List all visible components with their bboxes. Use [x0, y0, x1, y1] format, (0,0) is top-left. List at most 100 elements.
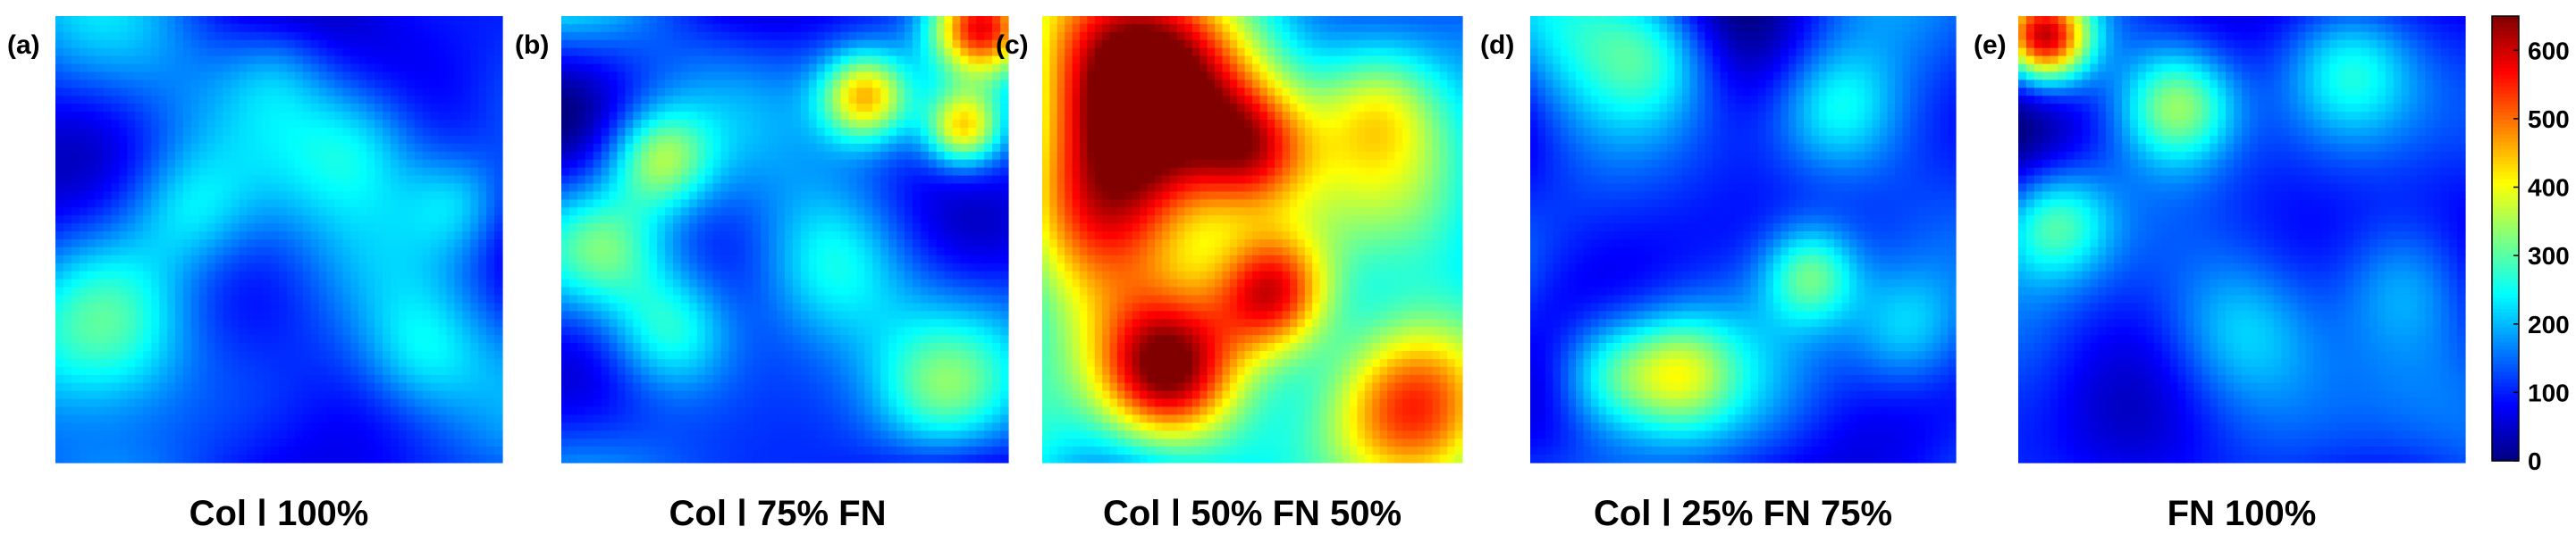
heatmap-cell: [334, 223, 344, 232]
heatmap-cell: [286, 447, 296, 455]
heatmap-cell: [848, 239, 857, 248]
heatmap-cell: [430, 271, 440, 280]
heatmap-cell: [247, 439, 256, 447]
heatmap-cell: [111, 447, 121, 455]
heatmap-cell: [231, 414, 240, 423]
heatmap-cell: [625, 271, 634, 280]
heatmap-cell: [446, 246, 456, 256]
heatmap-cell: [792, 151, 802, 161]
heatmap-cell: [561, 31, 570, 41]
heatmap-cell: [302, 143, 312, 153]
heatmap-cell: [55, 39, 64, 49]
heatmap-cell: [182, 207, 192, 216]
heatmap-cell: [223, 422, 232, 431]
heatmap-cell: [231, 430, 240, 439]
heatmap-cell: [944, 143, 954, 153]
heatmap-cell: [712, 135, 722, 145]
heatmap-cell: [174, 358, 184, 368]
heatmap-cell: [95, 39, 105, 49]
heatmap-cell: [87, 135, 97, 145]
heatmap-cell: [856, 71, 865, 81]
heatmap-cell: [848, 55, 857, 65]
heatmap-cell: [231, 390, 240, 400]
heatmap-cell: [95, 343, 105, 352]
heatmap-cell: [334, 398, 344, 408]
heatmap-cell: [577, 151, 586, 161]
heatmap-cell: [704, 23, 714, 33]
heatmap-cell: [470, 207, 479, 216]
heatmap-cell: [223, 263, 232, 272]
heatmap-cell: [302, 167, 312, 177]
heatmap-cell: [1000, 31, 1009, 41]
heatmap-cell: [960, 135, 969, 145]
heatmap-cell: [182, 295, 192, 305]
heatmap-cell: [159, 351, 168, 360]
heatmap-cell: [55, 88, 64, 96]
heatmap-cell: [936, 23, 946, 33]
heatmap-cell: [470, 263, 479, 272]
heatmap-cell: [174, 319, 184, 328]
heatmap-cell: [398, 151, 408, 161]
heatmap-cell: [912, 47, 922, 57]
heatmap-cell: [688, 223, 698, 232]
heatmap-cell: [800, 16, 810, 25]
heatmap-cell: [984, 55, 993, 65]
heatmap-cell: [601, 39, 610, 49]
heatmap-cell: [167, 287, 176, 297]
heatmap-cell: [87, 439, 97, 447]
heatmap-cell: [383, 128, 391, 137]
heatmap-cell: [720, 191, 730, 200]
heatmap-cell: [342, 422, 351, 431]
heatmap-cell: [255, 231, 264, 240]
heatmap-cell: [414, 55, 424, 65]
heatmap-cell: [712, 231, 722, 240]
heatmap-cell: [318, 159, 328, 169]
heatmap-cell: [231, 135, 240, 145]
heatmap-cell: [350, 135, 359, 145]
heatmap-cell: [263, 183, 272, 193]
heatmap-cell: [87, 343, 97, 352]
heatmap-cell: [856, 207, 865, 216]
heatmap-cell: [375, 439, 383, 447]
heatmap-cell: [215, 128, 224, 137]
heatmap-cell: [462, 398, 471, 408]
heatmap-cell: [135, 271, 144, 280]
heatmap-cell: [198, 319, 208, 328]
heatmap-cell: [704, 255, 714, 264]
heatmap-cell: [247, 31, 256, 41]
heatmap-cell: [462, 287, 471, 297]
heatmap-cell: [167, 398, 176, 408]
heatmap-cell: [470, 447, 479, 455]
heatmap-cell: [936, 88, 946, 96]
heatmap-cell: [617, 191, 627, 200]
heatmap-cell: [326, 287, 336, 297]
heatmap-cell: [119, 287, 128, 297]
heatmap-cell: [334, 215, 344, 224]
heatmap-cell: [127, 151, 136, 161]
heatmap-cell: [438, 47, 448, 57]
heatmap-cell: [769, 104, 778, 113]
heatmap-cell: [151, 455, 160, 464]
heatmap-cell: [143, 47, 152, 57]
heatmap-cell: [568, 23, 578, 33]
heatmap-cell: [577, 47, 586, 57]
heatmap-cell: [880, 120, 889, 129]
heatmap-cell: [366, 120, 375, 129]
heatmap-cell: [342, 358, 351, 368]
heatmap-cell: [936, 135, 946, 145]
heatmap-cell: [422, 31, 432, 41]
heatmap-cell: [350, 151, 359, 161]
heatmap-cell: [462, 31, 471, 41]
heatmap-cell: [832, 112, 842, 121]
heatmap-cell: [167, 382, 176, 392]
heatmap-cell: [824, 255, 834, 264]
heatmap-cell: [761, 104, 770, 113]
heatmap-cell: [446, 215, 456, 224]
heatmap-cell: [976, 120, 985, 129]
heatmap-cell: [800, 71, 810, 81]
heatmap-cell: [279, 422, 288, 431]
heatmap-cell: [223, 255, 232, 264]
heatmap-cell: [231, 39, 240, 49]
heatmap-cell: [872, 143, 881, 153]
heatmap-cell: [904, 167, 913, 177]
